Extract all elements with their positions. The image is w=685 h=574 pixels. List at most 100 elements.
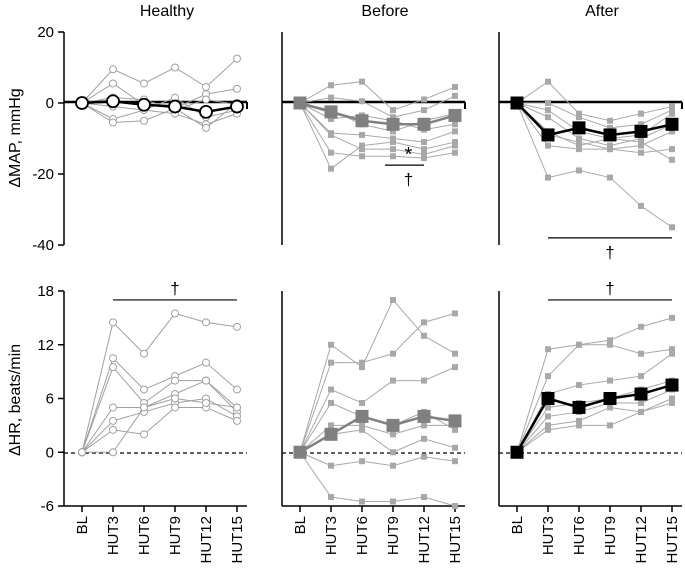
- individual-point: [390, 498, 396, 505]
- individual-point: [390, 146, 396, 153]
- individual-point: [421, 107, 427, 114]
- individual-point: [638, 373, 644, 380]
- individual-point: [669, 314, 675, 321]
- individual-point: [452, 350, 458, 357]
- y-axis-label-map: ΔMAP, mmHg: [7, 88, 24, 187]
- individual-series-line: [81, 58, 238, 104]
- mean-point: [541, 392, 555, 405]
- mean-point: [665, 117, 679, 131]
- individual-point: [576, 417, 582, 424]
- individual-point: [233, 403, 241, 412]
- x-tick-label: HUT12: [633, 516, 650, 564]
- plot-area: 20 0 -20 -40 18 12 6 0 -6 * † † BL HUT3 HUT6 HUT9 HUT12 H…: [32, 24, 683, 564]
- individual-point: [233, 416, 241, 425]
- individual-point: [452, 92, 458, 99]
- x-tick-label: HUT3: [105, 516, 122, 555]
- individual-point: [390, 350, 396, 357]
- individual-point: [421, 139, 427, 146]
- individual-point: [421, 422, 427, 429]
- individual-point: [359, 426, 365, 433]
- individual-point: [390, 449, 396, 456]
- individual-point: [545, 422, 551, 429]
- individual-point: [669, 346, 675, 353]
- individual-series-line: [81, 357, 238, 453]
- individual-series-line: [299, 102, 456, 159]
- individual-point: [421, 435, 427, 442]
- individual-point: [638, 135, 644, 142]
- individual-point: [545, 413, 551, 420]
- individual-point: [545, 114, 551, 121]
- individual-point: [233, 322, 241, 331]
- mean-point: [634, 387, 648, 401]
- individual-point: [390, 114, 396, 121]
- individual-point: [328, 341, 334, 348]
- individual-point: [140, 430, 148, 439]
- individual-point: [545, 404, 551, 411]
- individual-point: [576, 142, 582, 149]
- mean-point: [572, 121, 586, 135]
- individual-point: [359, 153, 365, 160]
- individual-point: [421, 146, 427, 153]
- significance-dagger: †: [605, 279, 614, 298]
- mean-point: [510, 96, 524, 110]
- individual-point: [109, 65, 117, 74]
- individual-point: [109, 403, 117, 412]
- individual-point: [452, 121, 458, 128]
- x-tick-label: HUT6: [136, 516, 153, 555]
- individual-point: [171, 63, 179, 72]
- x-tick-label: HUT12: [416, 516, 433, 564]
- x-tick-label: HUT3: [323, 516, 340, 555]
- individual-point: [421, 453, 427, 460]
- individual-point: [452, 503, 458, 509]
- individual-point: [390, 128, 396, 135]
- mean-point: [386, 418, 400, 432]
- individual-point: [545, 426, 551, 433]
- individual-series-line: [82, 397, 238, 453]
- individual-point: [359, 458, 365, 465]
- individual-series-line: [516, 389, 673, 453]
- individual-point: [109, 425, 117, 434]
- y-tick-label: 18: [37, 283, 54, 300]
- individual-point: [328, 462, 334, 469]
- individual-point: [171, 394, 179, 403]
- individual-point: [359, 364, 365, 371]
- individual-point: [452, 149, 458, 156]
- mean-point: [603, 128, 617, 142]
- significance-dagger: †: [605, 243, 614, 262]
- individual-point: [140, 385, 148, 394]
- mean-point: [293, 96, 307, 110]
- individual-point: [328, 399, 334, 406]
- column-titles: Healthy Before After: [140, 3, 620, 20]
- individual-point: [576, 139, 582, 146]
- mean-point: [510, 445, 524, 459]
- column-title-before: Before: [361, 3, 408, 20]
- individual-point: [669, 107, 675, 114]
- individual-series-line: [81, 406, 238, 453]
- x-tick-label: HUT6: [354, 516, 371, 555]
- mean-point: [106, 94, 120, 109]
- individual-point: [359, 498, 365, 505]
- individual-point: [452, 364, 458, 371]
- mean-point: [324, 105, 338, 119]
- column-title-healthy: Healthy: [140, 3, 194, 20]
- individual-series-line: [299, 451, 456, 467]
- y-tick-label: -6: [41, 498, 54, 515]
- individual-series-line: [81, 397, 238, 453]
- individual-point: [607, 146, 613, 153]
- individual-point: [638, 408, 644, 415]
- individual-series-line: [299, 451, 456, 507]
- individual-point: [669, 103, 675, 110]
- individual-point: [328, 359, 334, 366]
- individual-point: [576, 341, 582, 348]
- individual-point: [359, 131, 365, 138]
- individual-point: [328, 131, 334, 138]
- individual-point: [669, 110, 675, 117]
- individual-point: [390, 139, 396, 146]
- individual-point: [669, 350, 675, 357]
- y-axis-label-hr: ΔHR, beats/min: [7, 344, 24, 456]
- individual-point: [607, 341, 613, 348]
- individual-point: [171, 376, 179, 385]
- significance-dagger: †: [170, 279, 179, 298]
- individual-point: [638, 202, 644, 209]
- individual-series-line: [516, 81, 673, 122]
